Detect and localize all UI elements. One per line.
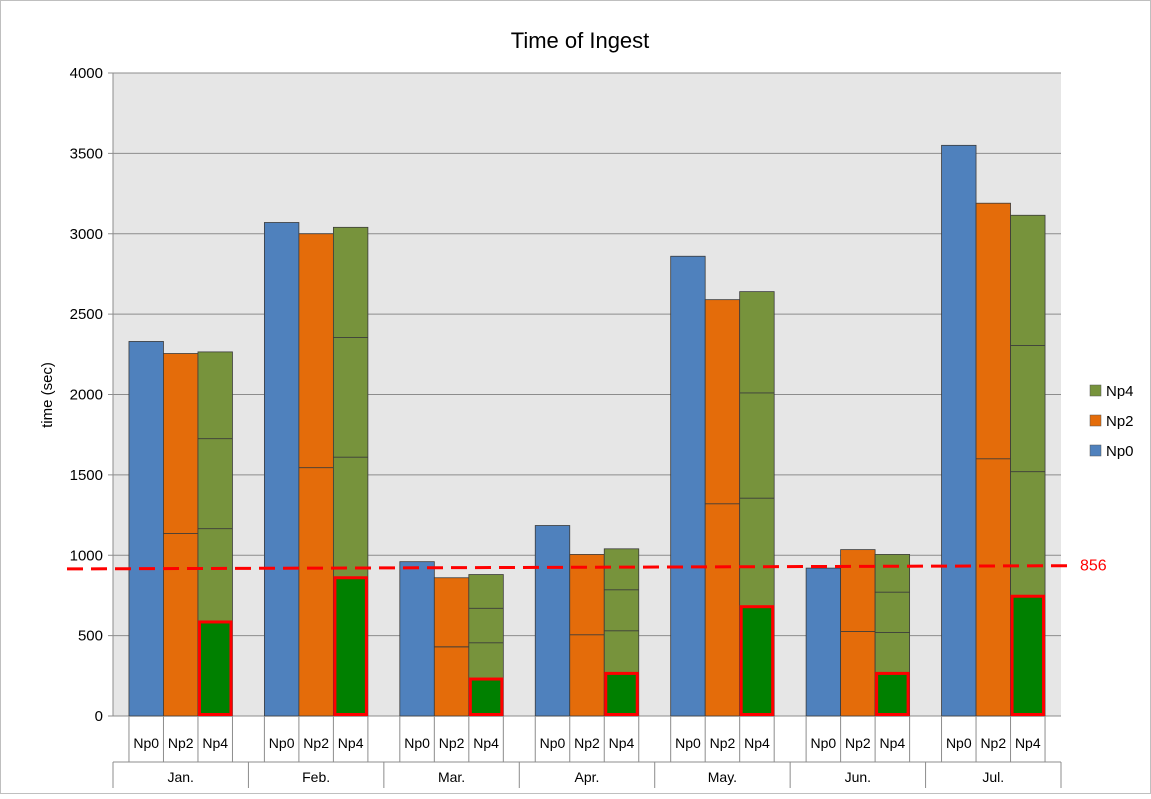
x-sub-label: Np0: [946, 735, 972, 751]
highlight-bar-np4: [1010, 594, 1046, 717]
x-month-label: May.: [708, 769, 737, 785]
x-sub-label: Np4: [1015, 735, 1041, 751]
legend-swatch-np2: [1089, 414, 1102, 427]
bar-np0: [128, 341, 164, 717]
bar-np0: [534, 525, 571, 717]
threshold-label: 856: [1080, 558, 1107, 575]
legend-swatch-np0: [1089, 444, 1102, 457]
x-sub-label: Np4: [473, 735, 499, 751]
legend-label-np0: Np0: [1106, 443, 1134, 460]
x-month-label: Jul.: [982, 769, 1004, 785]
x-sub-label: Np2: [303, 735, 329, 751]
x-sub-label: Np0: [269, 735, 295, 751]
highlight-bar-np4: [875, 671, 910, 716]
highlight-bar-np4: [333, 576, 368, 716]
x-sub-label: Np2: [168, 735, 194, 751]
x-sub-label: Np0: [404, 735, 430, 751]
bar-np0: [805, 567, 842, 717]
bar-np0: [263, 222, 300, 717]
bar-np2: [975, 202, 1011, 717]
x-sub-label: Np4: [609, 735, 635, 751]
legend-label-np2: Np2: [1106, 413, 1134, 430]
highlight-bar-np4: [739, 605, 775, 716]
bar-np2: [163, 353, 199, 717]
x-sub-label: Np4: [880, 735, 906, 751]
bar-np2: [840, 549, 876, 717]
x-month-label: Feb.: [302, 769, 330, 785]
x-sub-label: Np0: [811, 735, 837, 751]
highlight-bar-np4: [197, 620, 233, 716]
x-sub-label: Np0: [540, 735, 566, 751]
y-tick-label: 4000: [70, 65, 103, 82]
y-axis-label: time (sec): [39, 362, 56, 428]
x-sub-label: Np2: [710, 735, 736, 751]
y-tick-label: 1000: [70, 547, 103, 564]
bar-np2: [704, 299, 741, 717]
x-sub-label: Np4: [202, 735, 228, 751]
x-sub-label: Np2: [845, 735, 871, 751]
x-sub-label: Np2: [439, 735, 465, 751]
chart-title: Time of Ingest: [511, 28, 650, 53]
bar-np0: [670, 255, 706, 717]
x-sub-label: Np2: [980, 735, 1006, 751]
highlight-bar-np4: [604, 671, 639, 716]
y-tick-label: 0: [95, 708, 103, 725]
x-month-label: Mar.: [438, 769, 465, 785]
x-month-label: Jan.: [167, 769, 193, 785]
bar-np2: [298, 233, 334, 717]
x-sub-label: Np4: [338, 735, 364, 751]
y-tick-label: 1500: [70, 467, 103, 484]
y-tick-label: 3000: [70, 226, 103, 243]
x-sub-label: Np0: [675, 735, 701, 751]
y-tick-label: 3500: [70, 145, 103, 162]
y-tick-label: 500: [78, 628, 103, 645]
x-month-label: Jun.: [845, 769, 871, 785]
x-month-label: Apr.: [575, 769, 600, 785]
x-sub-label: Np4: [744, 735, 770, 751]
highlight-bar-np4: [468, 677, 504, 717]
legend-swatch-np4: [1089, 384, 1102, 397]
bar-np0: [399, 561, 435, 717]
x-sub-label: Np0: [133, 735, 159, 751]
x-sub-label: Np2: [574, 735, 600, 751]
legend-label-np4: Np4: [1106, 383, 1134, 400]
bar-np0: [941, 144, 977, 717]
y-tick-label: 2000: [70, 387, 103, 404]
y-tick-label: 2500: [70, 306, 103, 323]
